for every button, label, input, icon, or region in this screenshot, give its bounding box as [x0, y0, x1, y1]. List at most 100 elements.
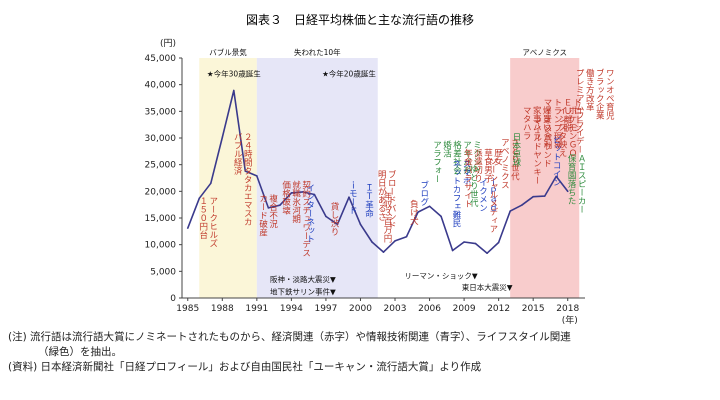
x-tick-label: 1991 — [245, 304, 268, 314]
x-axis-unit: (年) — [562, 314, 578, 326]
x-tick-label: 2006 — [418, 304, 441, 314]
buzzword: 年金パラサイト — [463, 148, 473, 208]
annotation-1: ★今年20歳誕生 — [322, 69, 376, 79]
buzzword: マタハラ — [521, 106, 531, 140]
data-point — [267, 207, 270, 209]
buzzword: 爆買い — [541, 105, 551, 131]
buzzword: イクメン — [478, 178, 488, 212]
x-tick-label: 2018 — [556, 304, 579, 314]
y-tick-label: 30,000 — [145, 134, 177, 144]
buzzword: ドローン — [572, 98, 582, 132]
data-point — [302, 191, 304, 193]
buzzword: 負け犬 — [408, 199, 418, 226]
buzzword: ＡＩスピーカー — [576, 154, 586, 214]
data-point — [463, 241, 465, 243]
buzzword: スマホ — [461, 159, 471, 185]
data-point — [509, 210, 511, 212]
data-point — [497, 241, 500, 244]
series-line — [187, 89, 569, 254]
buzzword: アキバ系 — [461, 141, 471, 175]
buzzword: 年収３百万円 — [382, 191, 392, 244]
chart-area: 図表３ 日経平均株価と主な流行語の推移 バブル景気 失われた10年 アベノミクス 0… — [145, 12, 615, 326]
period-bands: バブル景気 失われた10年 アベノミクス — [199, 47, 580, 298]
buzzword: 価格破壊 — [281, 180, 291, 216]
buzzword: 婚活 — [441, 140, 451, 159]
y-tick-label: 15,000 — [145, 214, 177, 224]
buzzword: ミクシィ — [471, 141, 481, 175]
source-line: (資料) 日本経済新聞社「日経プロフィール」および自由国民社「ユーキャン・流行語… — [8, 361, 482, 373]
data-point — [520, 204, 523, 206]
x-tick-label: 1988 — [211, 304, 234, 314]
buzzword: 格差社会 — [451, 140, 461, 176]
annotation-2: 阪神・淡路大震災▼ — [270, 274, 336, 284]
data-point — [348, 196, 350, 198]
x-tick-label: 2000 — [349, 304, 372, 314]
data-point — [555, 175, 558, 178]
note-line-2: （緑色）を抽出。 — [38, 346, 122, 358]
buzzword: 働き方改革 — [584, 68, 594, 112]
buzzword: ゆとり世代 — [468, 165, 478, 208]
data-point — [451, 249, 454, 252]
data-point — [394, 240, 396, 242]
data-point — [382, 251, 385, 253]
data-point — [486, 252, 488, 254]
buzzword: ブログ — [419, 180, 429, 206]
y-axis-unit: (円) — [160, 38, 176, 49]
x-tick-label: 2003 — [384, 304, 407, 314]
buzzword: １５０円台 — [198, 197, 208, 240]
data-point — [532, 195, 534, 198]
buzzword: ＩＴ革命 — [364, 183, 374, 218]
buzzword: 契約スチュワーデス — [301, 180, 311, 257]
buzzword: ビットコイン — [551, 135, 561, 186]
data-point — [233, 89, 235, 92]
buzzword: ワンオペ育児 — [604, 69, 614, 121]
buzzword: バブル経済 — [232, 133, 242, 176]
buzzword: インスタ映え — [557, 106, 567, 157]
buzzword: ブラック企業 — [594, 68, 604, 121]
x-tick-label: 1994 — [280, 304, 303, 314]
buzzword: 保育園落ちた — [566, 153, 576, 205]
data-point — [371, 241, 373, 243]
y-tick-label: 20,000 — [145, 187, 177, 197]
y-tick-label: 25,000 — [145, 161, 177, 171]
buzzword: さとり世代 — [509, 138, 519, 181]
y-tick-label: 35,000 — [145, 107, 177, 117]
band-label-2: アベノミクス — [522, 48, 567, 57]
buzzword: 家事ハラ — [531, 105, 541, 140]
buzzword: 複合不況 — [268, 193, 278, 229]
buzzword: アークヒルズ — [208, 197, 218, 248]
annotation-0: ★今年30歳誕生 — [207, 69, 261, 79]
data-point — [244, 170, 247, 172]
buzzword: 日本卓球 — [511, 133, 521, 167]
buzzword: ネットカフェ難民 — [451, 159, 461, 228]
data-point — [428, 205, 431, 208]
x-tick-label: 2012 — [487, 304, 510, 314]
chart-title: 図表３ 日経平均株価と主な流行語の推移 — [246, 12, 474, 27]
data-point — [186, 227, 189, 229]
data-point — [313, 193, 316, 196]
data-point — [566, 190, 569, 193]
x-tick-label: 2009 — [453, 304, 476, 314]
buzzword: 歴女 — [493, 149, 503, 167]
y-tick-label: 10,000 — [145, 241, 177, 251]
x-tick-label: 1985 — [176, 304, 199, 314]
series-nikkei — [186, 89, 569, 254]
data-point — [359, 223, 362, 226]
buzzword: ブロードバンド — [386, 169, 396, 229]
annotation-4: リーマン・ショック▼ — [404, 271, 477, 280]
buzzword: 就職氷河期 — [291, 180, 301, 224]
annotation-3: 地下鉄サリン事件▼ — [270, 286, 336, 296]
buzzword: ＥＵ離脱 — [562, 98, 572, 133]
data-point — [325, 215, 327, 218]
data-point — [417, 211, 419, 213]
data-point — [474, 242, 477, 245]
data-point — [405, 235, 408, 238]
buzzword: ｉＰａｄ — [488, 178, 498, 212]
buzzword: ポケモンＧＯ — [567, 106, 577, 157]
buzzword: ｉモード — [347, 180, 357, 214]
data-point — [198, 197, 201, 200]
buzzword: マイルドヤンキー — [532, 117, 542, 185]
buzzword: アラフォー — [431, 141, 441, 184]
data-point — [209, 182, 212, 185]
